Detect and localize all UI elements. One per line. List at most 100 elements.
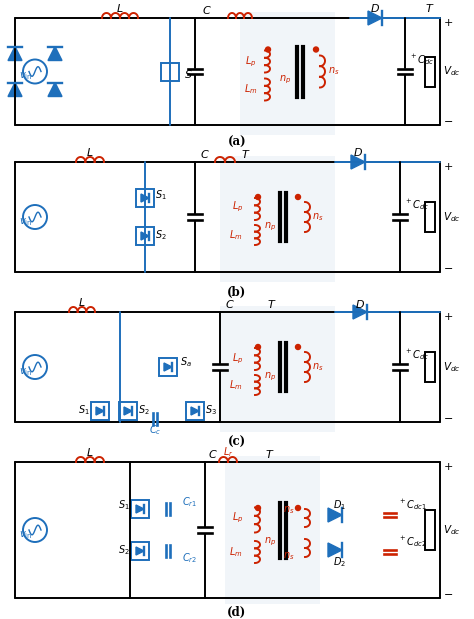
Text: $L_p$: $L_p$	[232, 352, 243, 366]
Polygon shape	[124, 407, 132, 415]
Circle shape	[295, 194, 301, 199]
Circle shape	[265, 47, 271, 52]
Text: (c): (c)	[228, 436, 246, 449]
Text: $C_{r2}$: $C_{r2}$	[182, 551, 197, 565]
Text: $V_{dc}$: $V_{dc}$	[443, 64, 461, 79]
Bar	[161, 63, 179, 80]
Text: $S_2$: $S_2$	[155, 228, 167, 242]
Polygon shape	[141, 194, 149, 202]
Text: $^+C_{dc}$: $^+C_{dc}$	[409, 52, 435, 67]
Text: $S_2$: $S_2$	[138, 403, 150, 417]
Circle shape	[295, 506, 301, 511]
Text: $T$: $T$	[241, 148, 251, 160]
Text: (a): (a)	[228, 136, 246, 149]
Text: $L_m$: $L_m$	[244, 82, 258, 97]
Text: $L_r$: $L_r$	[223, 445, 233, 459]
Bar	[425, 56, 435, 87]
Circle shape	[313, 47, 319, 52]
Text: $n_p$: $n_p$	[264, 221, 276, 233]
Bar	[186, 402, 204, 420]
Bar	[225, 456, 320, 604]
Bar	[159, 358, 177, 376]
Text: $V_{dc}$: $V_{dc}$	[443, 360, 461, 374]
Text: $L$: $L$	[86, 446, 94, 458]
Text: $T$: $T$	[265, 448, 275, 460]
Text: $-$: $-$	[443, 115, 453, 125]
Polygon shape	[136, 505, 144, 513]
Text: $n_s$: $n_s$	[312, 211, 324, 223]
Text: $n_s$: $n_s$	[283, 504, 295, 516]
Text: $V_{dc}$: $V_{dc}$	[443, 210, 461, 224]
Text: $n_p$: $n_p$	[264, 536, 276, 548]
Text: $+$: $+$	[443, 311, 453, 322]
Text: $D$: $D$	[355, 298, 365, 310]
Text: $C$: $C$	[202, 4, 212, 16]
Text: $D_1$: $D_1$	[333, 498, 346, 512]
Text: $S_1$: $S_1$	[118, 498, 130, 512]
Text: $V_{dc}$: $V_{dc}$	[443, 523, 461, 537]
Text: $C_c$: $C_c$	[149, 423, 161, 437]
Polygon shape	[48, 46, 62, 61]
Bar	[240, 12, 335, 135]
Text: $C_{r1}$: $C_{r1}$	[182, 495, 197, 509]
Polygon shape	[353, 305, 367, 319]
Text: $L$: $L$	[86, 146, 94, 158]
Text: $C$: $C$	[200, 148, 210, 160]
Text: $v_{\rm in}$: $v_{\rm in}$	[19, 71, 33, 82]
Text: $n_p$: $n_p$	[279, 73, 291, 85]
Text: $L_m$: $L_m$	[229, 378, 243, 392]
Bar	[131, 500, 149, 518]
Text: $L$: $L$	[116, 2, 124, 14]
Bar	[425, 202, 435, 232]
Bar	[136, 189, 154, 207]
Bar	[425, 510, 435, 550]
Text: $-$: $-$	[443, 412, 453, 422]
Text: $L_m$: $L_m$	[229, 545, 243, 559]
Polygon shape	[328, 508, 342, 522]
Text: $S_1$: $S_1$	[155, 188, 167, 202]
Text: $T$: $T$	[267, 298, 277, 310]
Bar	[119, 402, 137, 420]
Text: $D_2$: $D_2$	[334, 555, 346, 569]
Text: $^+C_{dc}$: $^+C_{dc}$	[404, 347, 429, 363]
Text: $D$: $D$	[353, 146, 363, 158]
Bar	[220, 306, 335, 432]
Text: $n_s$: $n_s$	[328, 66, 340, 77]
Text: $S_1$: $S_1$	[78, 403, 90, 417]
Text: (d): (d)	[228, 605, 246, 618]
Polygon shape	[328, 543, 342, 557]
Text: $+$: $+$	[443, 17, 453, 28]
Polygon shape	[8, 82, 22, 97]
Polygon shape	[96, 407, 104, 415]
Bar	[220, 156, 335, 282]
Circle shape	[255, 345, 261, 350]
Text: $C$: $C$	[225, 298, 235, 310]
Text: $-$: $-$	[443, 588, 453, 598]
Polygon shape	[8, 46, 22, 61]
Text: $L$: $L$	[78, 296, 86, 308]
Text: $n_s$: $n_s$	[312, 361, 324, 373]
Text: $n_p$: $n_p$	[264, 371, 276, 383]
Text: $S$: $S$	[183, 69, 192, 80]
Text: $L_p$: $L_p$	[246, 54, 257, 69]
Text: $S_a$: $S_a$	[180, 355, 192, 369]
Text: $-$: $-$	[443, 262, 453, 272]
Text: $^+C_{dc}$: $^+C_{dc}$	[404, 197, 429, 212]
Text: $S_2$: $S_2$	[118, 543, 130, 557]
Text: $C$: $C$	[208, 448, 218, 460]
Text: $^+C_{dc2}$: $^+C_{dc2}$	[398, 535, 427, 550]
Text: $n_s$: $n_s$	[283, 550, 295, 562]
Text: $v_{\rm in}$: $v_{\rm in}$	[19, 216, 33, 228]
Text: $D$: $D$	[370, 2, 380, 14]
Text: $+$: $+$	[443, 462, 453, 472]
Polygon shape	[136, 547, 144, 555]
Text: $S_3$: $S_3$	[205, 403, 217, 417]
Text: (b): (b)	[228, 285, 246, 298]
Bar	[131, 542, 149, 560]
Polygon shape	[191, 407, 199, 415]
Circle shape	[295, 345, 301, 350]
Text: $+$: $+$	[443, 162, 453, 173]
Polygon shape	[351, 155, 365, 169]
Polygon shape	[48, 82, 62, 97]
Text: $L_p$: $L_p$	[232, 200, 243, 214]
